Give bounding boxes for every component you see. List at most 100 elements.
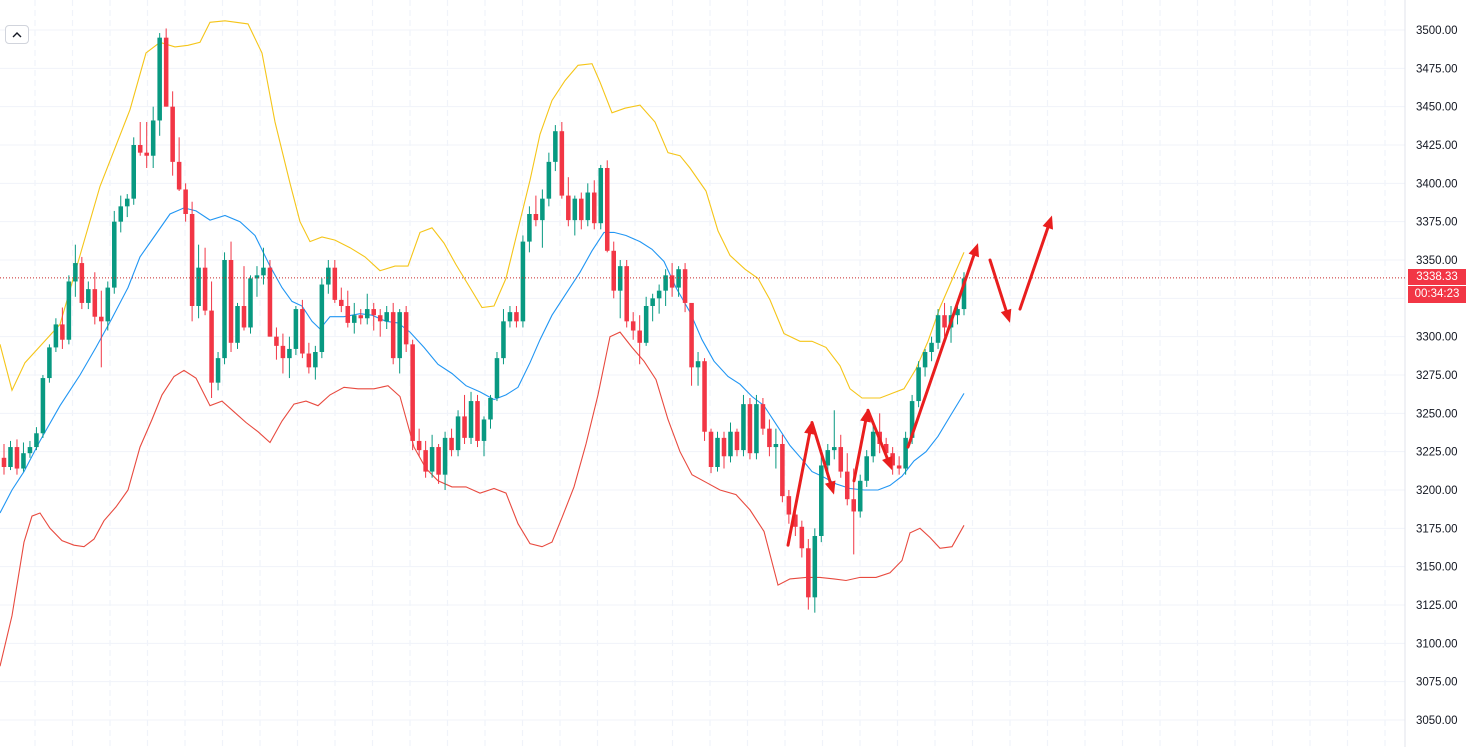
candle-body <box>339 299 344 306</box>
candle-body <box>935 315 941 343</box>
candle-body <box>189 214 195 306</box>
price-axis-label: 3225.00 <box>1416 447 1458 459</box>
arrow-head <box>968 243 979 258</box>
candle-body <box>896 465 902 469</box>
candle-body <box>436 447 441 475</box>
candle-body <box>73 263 78 282</box>
candle-body <box>585 192 591 221</box>
arrow-shaft <box>786 432 812 547</box>
price-axis-label: 3150.00 <box>1416 562 1458 574</box>
candle-body <box>689 302 694 368</box>
candle-body <box>306 353 312 368</box>
arrow-head <box>1042 215 1053 230</box>
candle-body <box>410 344 415 441</box>
candle-body <box>79 263 85 303</box>
annotation-arrows <box>786 215 1053 547</box>
candle-body <box>527 214 532 242</box>
candle-body <box>157 37 162 121</box>
candle-body <box>442 437 448 475</box>
candle-body <box>371 309 376 316</box>
candle-body <box>287 348 292 359</box>
candle-body <box>728 431 733 457</box>
candle-body <box>767 428 772 448</box>
candle-body <box>150 120 156 156</box>
candle-body <box>715 437 720 467</box>
candle-body <box>864 456 869 481</box>
price-axis-label: 3350.00 <box>1416 255 1458 267</box>
candle-body <box>598 168 604 224</box>
candle-body <box>60 324 65 340</box>
candle-body <box>364 309 370 319</box>
candle-body <box>124 198 130 207</box>
arrow-shaft <box>810 421 832 484</box>
price-axis-label: 3250.00 <box>1416 408 1458 420</box>
arrow-shaft <box>866 408 889 460</box>
candle-body <box>176 161 182 190</box>
candle-body <box>112 221 117 288</box>
candle-body <box>14 447 20 469</box>
candle-body <box>358 315 364 319</box>
candle-body <box>825 450 831 466</box>
candle-body <box>403 312 409 345</box>
candle-body <box>903 437 908 469</box>
candle-body <box>579 198 584 221</box>
candle-body <box>326 267 331 285</box>
candle-body <box>47 347 52 379</box>
candle-body <box>1 457 7 467</box>
candle-body <box>261 267 266 276</box>
candles[interactable] <box>1 28 967 613</box>
price-axis-label: 3300.00 <box>1416 332 1458 344</box>
candle-body <box>857 480 863 512</box>
candle-body <box>384 312 389 322</box>
candle-body <box>241 306 247 328</box>
bollinger-lower-band <box>0 331 965 667</box>
candle-body <box>553 131 558 162</box>
candle-body <box>429 447 435 472</box>
candle-body <box>332 267 338 300</box>
candle-body <box>754 404 759 454</box>
candle-body <box>8 447 13 467</box>
candle-body <box>955 309 960 316</box>
candle-body <box>793 514 798 527</box>
candle-body <box>274 336 279 346</box>
candle-body <box>196 267 201 306</box>
candle-body <box>40 378 46 434</box>
candle-body <box>137 145 143 153</box>
candle-body <box>131 145 136 199</box>
candle-body <box>280 345 286 359</box>
collapse-button[interactable] <box>5 25 29 44</box>
candle-body <box>163 37 169 107</box>
candle-body <box>566 195 571 221</box>
candle-body <box>559 131 565 196</box>
candle-body <box>390 312 396 359</box>
price-axis-label: 3425.00 <box>1416 140 1458 152</box>
candle-body <box>676 269 681 288</box>
candle-body <box>786 496 792 515</box>
candle-body <box>228 260 234 343</box>
candle-body <box>105 287 111 322</box>
candle-body <box>462 416 467 438</box>
candle-body <box>799 526 805 549</box>
candle-body <box>319 284 325 352</box>
candle-body <box>423 450 428 472</box>
price-axis-label: 3100.00 <box>1416 638 1458 650</box>
candle-body <box>656 290 662 299</box>
grid <box>0 0 1405 747</box>
candle-body <box>637 330 642 343</box>
candle-body <box>611 250 616 291</box>
candle-body <box>144 152 149 156</box>
candle-body <box>254 275 260 279</box>
candle-body <box>741 404 746 451</box>
candle-body <box>475 401 480 441</box>
price-axis-label: 3475.00 <box>1416 63 1458 75</box>
candle-body <box>34 433 39 448</box>
candle-body <box>27 447 33 454</box>
candle-body <box>643 306 649 343</box>
arrow-shaft <box>1018 226 1050 311</box>
candle-body <box>708 431 714 467</box>
price-axis-label: 3500.00 <box>1416 25 1458 37</box>
candle-body <box>501 321 506 359</box>
